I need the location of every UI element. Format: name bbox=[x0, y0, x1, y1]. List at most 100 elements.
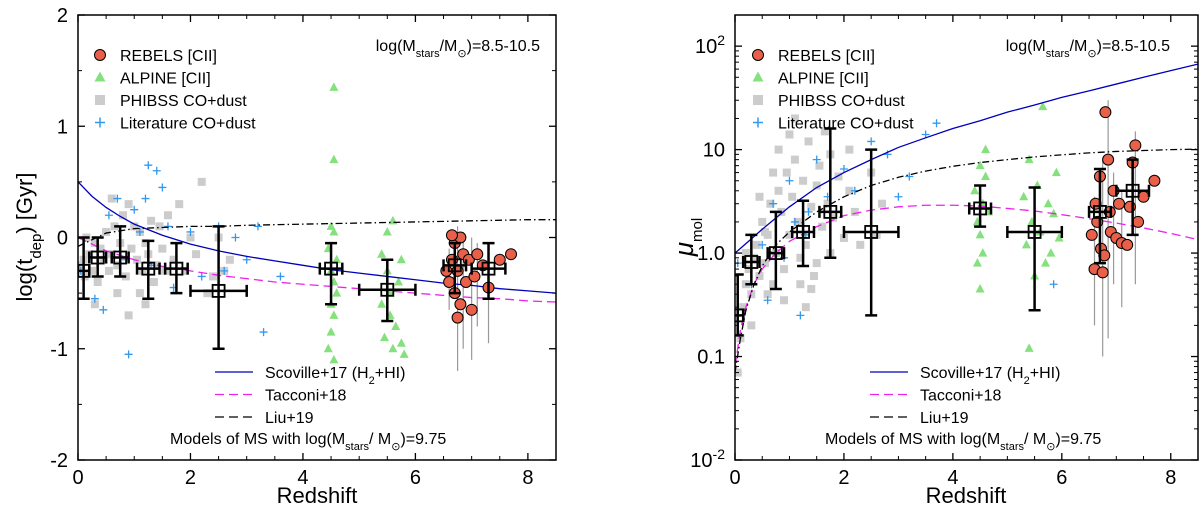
literature-point bbox=[796, 311, 805, 320]
phibss-point bbox=[113, 289, 122, 298]
literature-point bbox=[839, 164, 848, 173]
phibss-point bbox=[147, 216, 156, 225]
phibss-point bbox=[815, 161, 824, 170]
stellar-mass-range-annotation: log(Mstars/M⊙)=8.5-10.5 bbox=[1006, 38, 1170, 60]
rebels-point bbox=[451, 311, 464, 324]
rebels-point bbox=[1132, 215, 1145, 228]
rebels-point bbox=[445, 229, 458, 242]
y-tick-label: 1 bbox=[57, 116, 68, 138]
y-tick-label: 1.0 bbox=[697, 243, 725, 265]
x-tick-label: 0 bbox=[729, 467, 740, 489]
binned-average-marker bbox=[141, 261, 156, 276]
binned-average-errorbar bbox=[163, 241, 189, 295]
alpine-point bbox=[970, 185, 980, 195]
phibss-point bbox=[790, 114, 799, 123]
phibss-point bbox=[124, 200, 133, 209]
phibss-point bbox=[818, 222, 827, 231]
rebels-point bbox=[1085, 228, 1098, 241]
phibss-point bbox=[197, 177, 206, 186]
phibss-point bbox=[149, 278, 158, 286]
binned-average-errorbar bbox=[1006, 186, 1064, 312]
alpine-point bbox=[975, 160, 985, 170]
binned-average-marker bbox=[113, 250, 128, 265]
phibss-point bbox=[755, 272, 764, 281]
literature-point bbox=[894, 192, 903, 201]
binned-average-errorbar bbox=[357, 258, 417, 323]
alpine-point bbox=[382, 226, 392, 236]
phibss-point bbox=[763, 290, 772, 299]
phibss-point bbox=[192, 250, 201, 259]
literature-point bbox=[113, 194, 122, 203]
phibss-point bbox=[124, 311, 133, 320]
literature-point bbox=[231, 233, 240, 242]
phibss-point bbox=[175, 200, 184, 209]
phibss-point bbox=[760, 227, 769, 236]
binned-average-errorbar bbox=[790, 199, 816, 268]
rebels-point bbox=[505, 248, 518, 261]
alpine-point bbox=[377, 249, 387, 258]
rebels-point bbox=[1121, 238, 1134, 251]
phibss-point bbox=[739, 303, 748, 312]
left-panel-depletion-time: 0 2 4 6 8 -2 -1 0 1 2 REBELS [CII] ALPINE [CII] PHIB… bbox=[12, 5, 557, 508]
phibss-point bbox=[788, 192, 797, 201]
rebels-point bbox=[1137, 190, 1150, 203]
phibss-point bbox=[807, 202, 816, 211]
alpine-point bbox=[391, 321, 401, 330]
phibss-point bbox=[812, 259, 821, 268]
legend-marker-alpine bbox=[94, 71, 106, 82]
model-curve-tacconi bbox=[78, 236, 556, 303]
literature-point bbox=[158, 183, 167, 192]
alpine-point bbox=[394, 277, 404, 286]
literature-point bbox=[152, 166, 161, 175]
phibss-point bbox=[801, 240, 810, 249]
rebels-point bbox=[493, 253, 506, 266]
phibss-point bbox=[744, 265, 753, 274]
binned-average-marker bbox=[796, 225, 810, 239]
alpine-point bbox=[323, 343, 333, 353]
binned-average-marker bbox=[823, 205, 838, 219]
phibss-point bbox=[801, 303, 810, 312]
left-y-axis-label: log(tdep) [Gyr] bbox=[12, 173, 45, 302]
phibss-point bbox=[809, 272, 818, 281]
alpine-point bbox=[1040, 258, 1050, 267]
literature-point bbox=[135, 227, 144, 236]
phibss-point bbox=[769, 168, 778, 177]
right-x-axis-label: Redshift bbox=[926, 483, 1007, 508]
binned-average-marker bbox=[768, 246, 783, 260]
phibss-point bbox=[741, 249, 750, 258]
phibss-point bbox=[774, 145, 783, 154]
alpine-point bbox=[1024, 154, 1034, 164]
y-tick-label: 102 bbox=[695, 32, 725, 58]
y-tick-label: 0.1 bbox=[697, 347, 725, 369]
legend-label: ALPINE [CII] bbox=[120, 71, 211, 88]
model-legend-label: Scoville+17 (H2+HI) bbox=[920, 365, 1060, 387]
model-curve-liu bbox=[78, 219, 556, 247]
legend-label: REBELS [CII] bbox=[778, 48, 875, 65]
legend-marker-phibss bbox=[95, 95, 105, 105]
phibss-point bbox=[796, 253, 805, 262]
literature-point bbox=[220, 266, 229, 275]
model-legend-label: Liu+19 bbox=[920, 410, 969, 427]
literature-point bbox=[785, 176, 794, 185]
literature-point bbox=[130, 205, 139, 214]
literature-point bbox=[124, 350, 133, 359]
phibss-point bbox=[878, 199, 887, 208]
phibss-point bbox=[158, 244, 167, 253]
legend-label: PHIBSS CO+dust bbox=[120, 93, 247, 110]
phibss-point bbox=[88, 266, 97, 275]
rebels-point bbox=[454, 298, 467, 311]
alpine-point bbox=[1038, 101, 1048, 111]
rebels-point bbox=[443, 276, 456, 288]
right-panel-gas-ratio: 0 2 4 6 8 10-2 0.1 1.0 10 102 REBELS [CII] ALPINE [… bbox=[669, 14, 1199, 508]
phibss-point bbox=[785, 230, 794, 239]
phibss-point bbox=[130, 222, 139, 231]
phibss-point bbox=[135, 289, 144, 298]
phibss-point bbox=[804, 137, 813, 146]
literature-point bbox=[1049, 280, 1058, 289]
phibss-point bbox=[812, 181, 821, 190]
alpine-point bbox=[329, 226, 339, 236]
alpine-point bbox=[1046, 248, 1056, 257]
alpine-point bbox=[332, 288, 342, 297]
binned-average-errorbar bbox=[967, 184, 993, 228]
y-tick-label: -1 bbox=[50, 339, 68, 361]
